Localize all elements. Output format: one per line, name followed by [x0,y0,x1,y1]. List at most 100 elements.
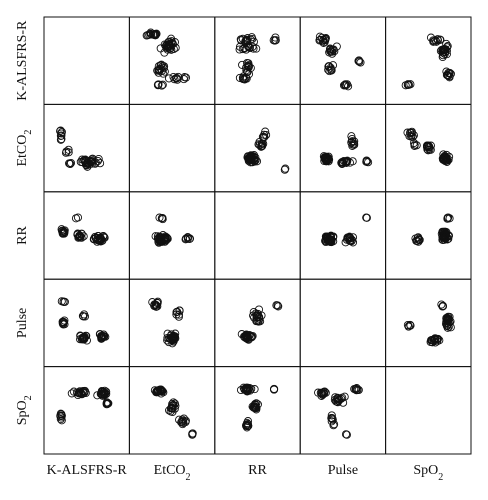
data-point [180,73,189,82]
data-point [445,72,454,81]
data-point [362,157,372,166]
data-point [440,153,449,162]
scatter-panel [128,366,216,455]
data-point [426,141,435,150]
data-point [81,160,91,169]
data-point [329,421,338,430]
data-point [406,80,415,89]
data-point [99,390,108,399]
data-point [83,158,92,167]
data-point [321,388,330,397]
data-point [262,130,271,140]
data-point [56,127,65,136]
data-point [155,234,165,243]
data-point [100,232,109,242]
data-point [57,297,66,306]
data-point [331,397,341,406]
data-point [405,131,414,141]
data-point [66,159,75,169]
data-point [235,73,244,82]
data-point [353,385,362,394]
scatter-panel [128,278,216,368]
data-point [243,417,253,426]
data-point [406,321,415,330]
data-point [331,393,340,402]
data-point [96,159,105,168]
data-point [438,48,447,57]
data-point [316,388,325,397]
data-point [179,414,188,423]
scatter-panel [214,16,301,105]
scatter-panel [299,191,387,280]
data-point [242,333,251,342]
data-point [317,389,326,398]
data-point [175,306,184,315]
data-point [145,30,154,39]
data-point [71,214,81,223]
data-point [443,318,452,328]
row-label: RR [15,226,30,245]
data-point [78,386,88,396]
data-point [445,152,454,161]
scatter-panel [43,366,130,455]
data-point [270,385,279,394]
data-point [422,141,432,150]
row-label: Pulse [15,308,30,338]
scatter-panel [43,103,130,193]
data-point [67,389,76,398]
data-point [57,416,66,425]
data-point [74,388,83,397]
data-point [61,148,71,157]
data-point [253,311,262,320]
data-point [440,234,450,243]
data-point [251,400,260,410]
data-point [56,135,65,144]
data-point [162,40,172,49]
data-point [356,58,365,67]
row-label: SpO2 [15,395,34,425]
data-point [438,45,447,54]
data-point [242,63,251,72]
data-point [66,158,76,168]
data-point [155,213,164,222]
data-point [57,129,66,138]
data-point [58,229,67,238]
data-point [261,127,270,136]
data-point [238,60,247,69]
data-point [327,414,336,423]
data-point [341,80,350,89]
data-point [157,81,166,90]
column-labels: K-ALSFRS-R EtCO2 RR Pulse SpO2 [47,463,444,483]
data-point [355,57,364,66]
data-point [414,237,423,246]
data-point [244,42,253,51]
scatter-panel [128,191,216,280]
data-point [151,300,160,309]
data-point [89,235,98,244]
data-point [238,45,247,54]
data-point [102,400,111,409]
data-point [160,67,169,76]
scatter-points [56,28,455,439]
column-label: EtCO2 [154,463,191,483]
scatter-panel [43,278,130,368]
data-point [436,35,445,44]
data-point [181,418,190,427]
data-point [274,302,283,311]
data-point [320,156,329,166]
data-point [80,388,89,398]
scatter-panel [214,278,301,368]
data-point [74,233,83,242]
data-point [341,430,351,439]
data-point [362,213,371,222]
data-point [444,213,453,222]
data-point [59,317,68,326]
data-point [249,311,258,320]
data-point [168,333,177,342]
row-label: EtCO2 [15,130,34,167]
data-point [247,332,256,341]
data-point [80,335,89,344]
data-point [430,335,439,344]
data-point [242,330,251,339]
data-point [98,236,107,245]
